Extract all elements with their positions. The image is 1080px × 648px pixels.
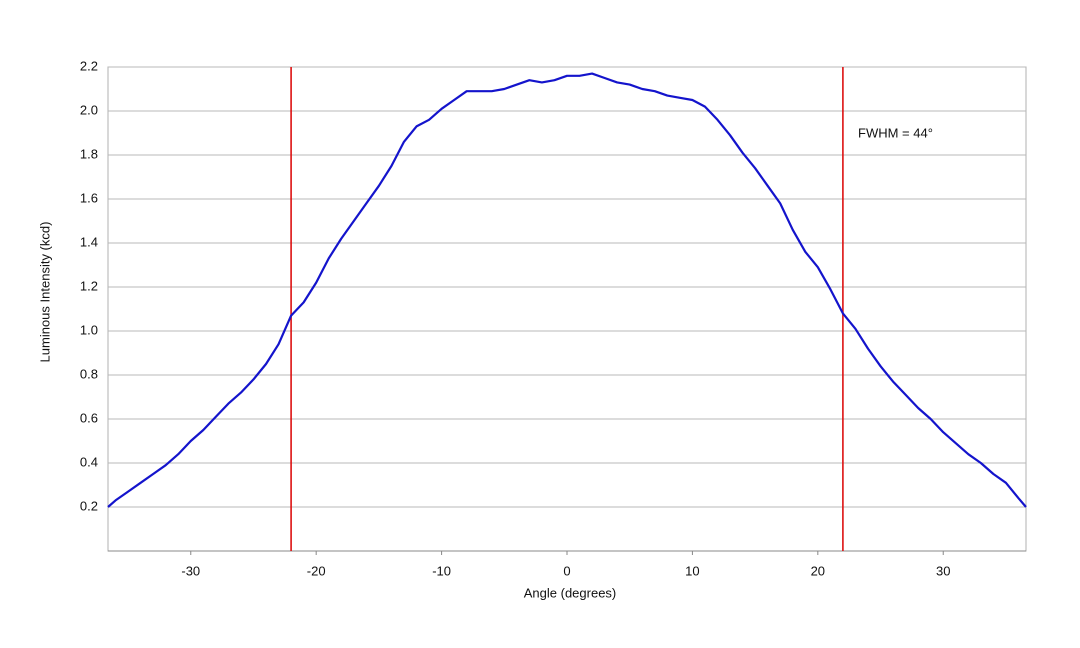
y-tick-label: 2.0 [80,102,98,117]
annotation: FWHM = 44° [858,125,933,140]
data-line [107,72,1027,508]
x-tick-label: 0 [563,563,570,578]
x-tick-label: 20 [811,563,825,578]
y-axis-label: Luminous Intensity (kcd) [37,222,52,363]
x-tick-label: -20 [307,563,326,578]
y-tick-label: 0.2 [80,498,98,513]
y-tick-label: 1.4 [80,234,98,249]
y-tick-label: 0.4 [80,454,98,469]
x-tick-label: 10 [685,563,699,578]
y-tick-label: 1.0 [80,322,98,337]
y-tick-label: 0.8 [80,366,98,381]
y-tick-label: 1.6 [80,190,98,205]
x-axis-label: Angle (degrees) [524,585,617,600]
x-tick-label: -10 [432,563,451,578]
y-tick-label: 2.2 [80,58,98,73]
x-tick-label: -30 [181,563,200,578]
y-tick-label: 0.6 [80,410,98,425]
y-tick-label: 1.8 [80,146,98,161]
x-tick-label: 30 [936,563,950,578]
y-tick-label: 1.2 [80,278,98,293]
